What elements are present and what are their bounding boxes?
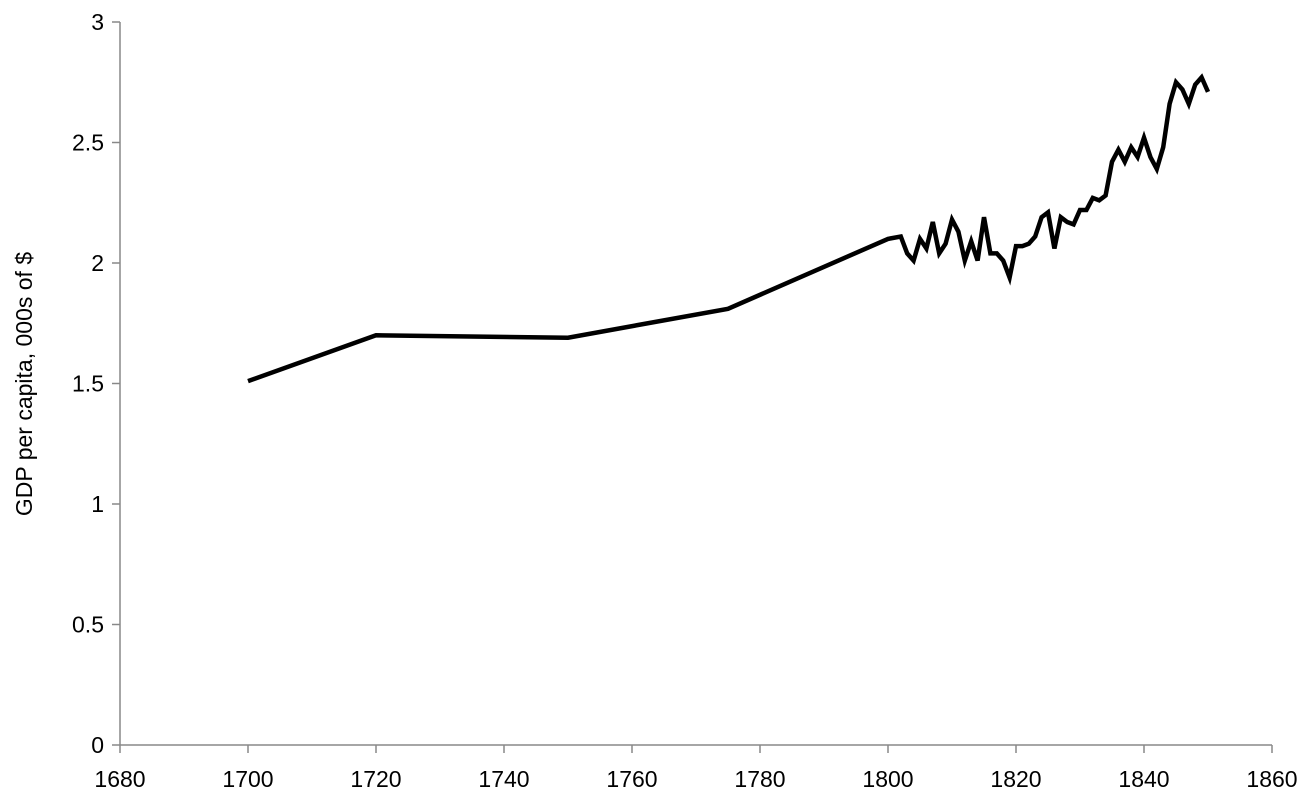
x-axis: 1680 1700 1720 1740 1760 1780 1800 1820 1840 1860 bbox=[94, 744, 1298, 792]
x-tick-label: 1800 bbox=[862, 766, 913, 792]
y-axis-title: GDP per capita, 000s of $ bbox=[11, 252, 37, 516]
x-tick-label: 1680 bbox=[94, 766, 145, 792]
y-axis: 0 0.5 1 1.5 2 2.5 3 bbox=[72, 9, 121, 758]
y-tick-label: 0.5 bbox=[72, 612, 104, 638]
y-tick-label: 3 bbox=[91, 9, 104, 35]
x-tick-label: 1860 bbox=[1246, 766, 1297, 792]
y-tick-label: 1.5 bbox=[72, 371, 104, 397]
x-tick-label: 1700 bbox=[222, 766, 273, 792]
series-line bbox=[247, 73, 1211, 384]
x-tick-label: 1720 bbox=[350, 766, 401, 792]
y-tick-label: 1 bbox=[91, 491, 104, 517]
x-tick-label: 1760 bbox=[606, 766, 657, 792]
x-tick-label: 1840 bbox=[1118, 766, 1169, 792]
y-tick-label: 2 bbox=[91, 250, 104, 276]
series-layer bbox=[247, 73, 1211, 384]
x-tick-label: 1780 bbox=[734, 766, 785, 792]
x-tick-label: 1820 bbox=[990, 766, 1041, 792]
y-tick-label: 0 bbox=[91, 732, 104, 758]
y-tick-label: 2.5 bbox=[72, 130, 104, 156]
x-tick-label: 1740 bbox=[478, 766, 529, 792]
